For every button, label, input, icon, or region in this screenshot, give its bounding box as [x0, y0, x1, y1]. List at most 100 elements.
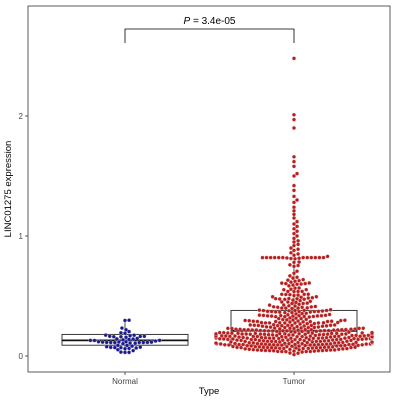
- data-point-tumor: [302, 338, 307, 343]
- data-point-tumor: [312, 309, 317, 314]
- points-layer: [88, 56, 374, 357]
- data-point-tumor: [327, 312, 332, 317]
- data-point-normal: [135, 336, 140, 341]
- data-point-tumor: [225, 337, 230, 342]
- data-point-tumor: [259, 341, 264, 346]
- data-point-tumor: [275, 349, 280, 354]
- data-point-tumor: [286, 303, 291, 308]
- data-point-tumor: [274, 329, 279, 334]
- data-point-tumor: [247, 318, 252, 323]
- data-point-tumor: [300, 305, 305, 310]
- data-point-tumor: [269, 339, 274, 344]
- data-point-tumor: [340, 340, 345, 345]
- data-point-tumor: [247, 347, 252, 352]
- data-point-tumor: [292, 154, 296, 159]
- data-point-tumor: [287, 262, 292, 267]
- data-point-tumor: [349, 345, 353, 350]
- data-point-tumor: [261, 313, 266, 318]
- data-point-tumor: [313, 333, 318, 338]
- data-point-tumor: [293, 304, 297, 309]
- data-point-tumor: [342, 336, 347, 341]
- data-point-tumor: [277, 326, 282, 331]
- data-point-tumor: [296, 252, 301, 256]
- data-point-tumor: [259, 348, 264, 353]
- data-point-tumor: [299, 316, 304, 321]
- data-point-tumor: [288, 287, 293, 292]
- data-point-normal: [134, 345, 139, 350]
- data-point-tumor: [328, 335, 333, 339]
- data-point-tumor: [255, 341, 260, 346]
- data-point-tumor: [316, 348, 321, 353]
- data-point-tumor: [287, 292, 292, 297]
- data-point-normal: [127, 318, 132, 323]
- data-point-tumor: [292, 164, 296, 169]
- data-point-tumor: [300, 289, 305, 294]
- data-point-tumor: [357, 326, 362, 331]
- data-point-tumor: [261, 308, 266, 313]
- data-point-tumor: [353, 327, 358, 332]
- data-point-tumor: [322, 338, 327, 343]
- data-point-tumor: [306, 330, 311, 335]
- data-point-tumor: [273, 309, 278, 314]
- data-point-normal: [118, 330, 123, 335]
- data-point-normal: [115, 347, 120, 352]
- data-point-tumor: [277, 331, 282, 336]
- data-point-tumor: [332, 334, 337, 339]
- data-point-tumor: [292, 352, 296, 357]
- data-point-tumor: [275, 342, 280, 347]
- data-point-tumor: [328, 348, 333, 353]
- data-point-tumor: [289, 323, 294, 328]
- data-point-tumor: [292, 264, 296, 269]
- data-point-tumor: [260, 324, 265, 329]
- data-point-tumor: [269, 345, 274, 350]
- data-point-tumor: [265, 309, 270, 314]
- data-point-tumor: [278, 313, 283, 318]
- data-point-tumor: [267, 320, 272, 325]
- data-point-tumor: [291, 332, 295, 337]
- data-point-tumor: [285, 323, 290, 328]
- data-point-normal: [120, 337, 125, 342]
- data-point-tumor: [295, 269, 300, 274]
- data-point-tumor: [296, 306, 301, 311]
- data-point-normal: [111, 334, 116, 339]
- data-point-tumor: [295, 224, 300, 229]
- data-point-tumor: [364, 336, 369, 341]
- data-point-tumor: [306, 296, 311, 300]
- data-point-normal: [137, 340, 142, 345]
- data-point-normal: [108, 345, 113, 350]
- data-point-tumor: [234, 327, 238, 332]
- data-point-tumor: [286, 308, 291, 313]
- data-point-tumor: [245, 336, 250, 341]
- data-point-tumor: [287, 326, 292, 331]
- data-point-tumor: [360, 342, 365, 347]
- data-point-tumor: [324, 308, 329, 313]
- data-point-tumor: [306, 325, 311, 330]
- data-point-tumor: [235, 345, 239, 350]
- data-point-tumor: [267, 348, 272, 353]
- data-point-tumor: [285, 312, 290, 317]
- data-point-tumor: [245, 343, 250, 348]
- data-point-tumor: [303, 343, 308, 348]
- data-point-tumor: [265, 345, 270, 350]
- data-point-normal: [104, 340, 109, 345]
- data-point-tumor: [324, 323, 329, 328]
- data-point-tumor: [292, 231, 296, 236]
- data-point-tumor: [289, 310, 294, 315]
- data-point-tumor: [346, 335, 351, 340]
- data-point-tumor: [272, 255, 277, 260]
- data-point-tumor: [301, 319, 306, 324]
- data-point-tumor: [221, 330, 226, 335]
- data-point-tumor: [279, 292, 284, 297]
- data-point-tumor: [310, 346, 315, 351]
- data-point-tumor: [312, 321, 317, 326]
- data-point-tumor: [299, 282, 304, 287]
- data-point-tumor: [297, 260, 302, 264]
- data-point-tumor: [214, 341, 218, 346]
- data-point-tumor: [248, 332, 253, 337]
- data-point-tumor: [312, 349, 317, 354]
- data-point-normal: [127, 350, 132, 355]
- data-point-normal: [132, 333, 137, 338]
- data-point-tumor: [304, 349, 309, 354]
- data-point-tumor: [287, 351, 292, 355]
